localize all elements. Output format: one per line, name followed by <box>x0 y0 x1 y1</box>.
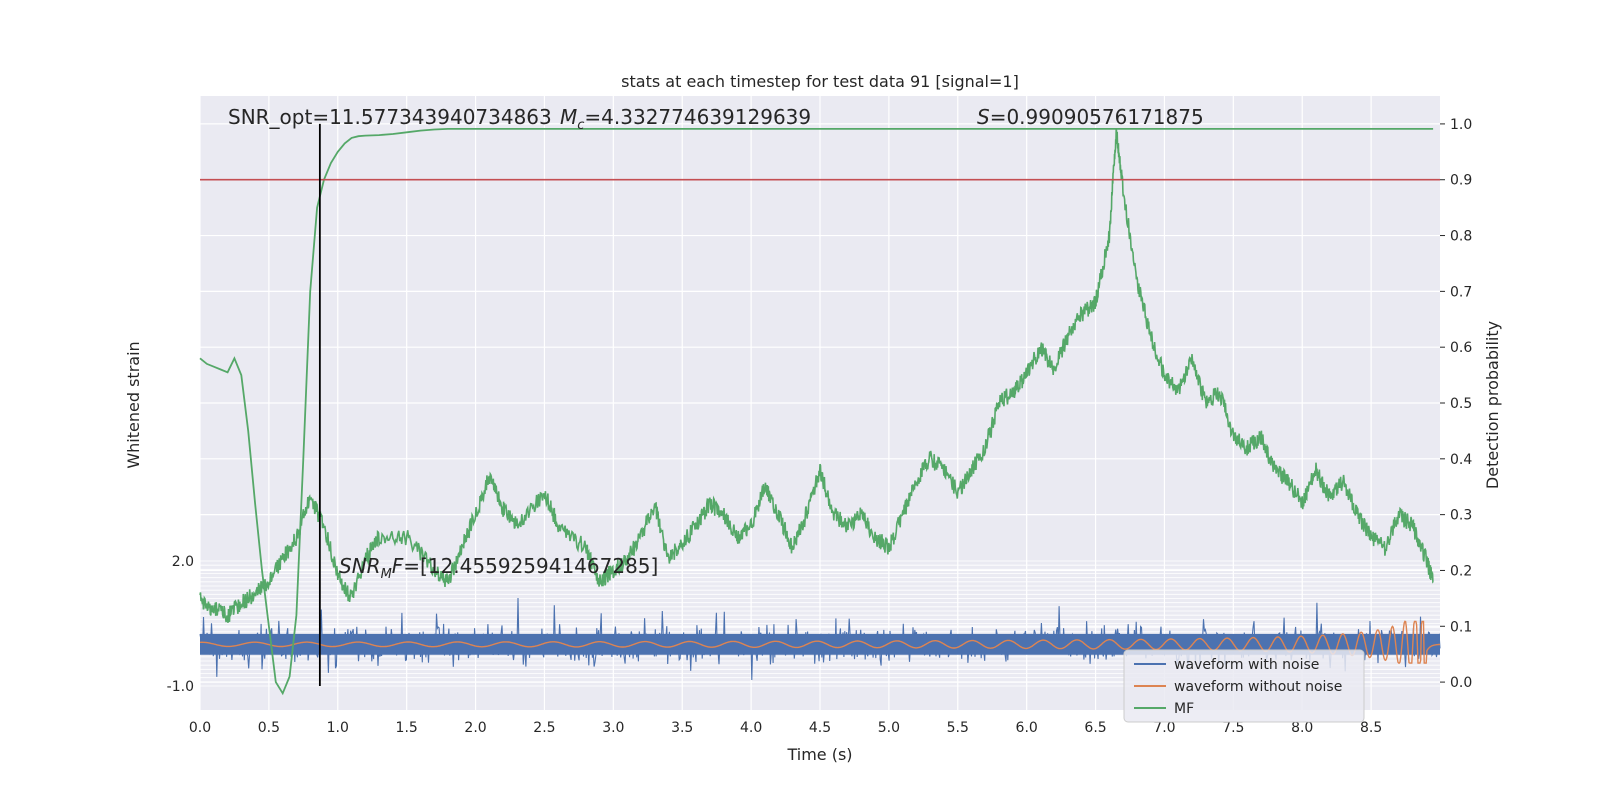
series-waveform-without-noise <box>200 620 1440 664</box>
y-tick-label-right: 0.4 <box>1450 452 1472 468</box>
x-tick-label: 5.5 <box>947 720 969 736</box>
y-tick-label-right: 0.9 <box>1450 173 1472 189</box>
x-tick-label: 0.0 <box>189 720 211 736</box>
x-tick-label: 8.0 <box>1291 720 1313 736</box>
series-detection-probability <box>199 128 1434 623</box>
x-tick-label: 4.5 <box>809 720 831 736</box>
y-tick-label-right: 0.3 <box>1450 508 1472 524</box>
y-tick-label-right: 0.7 <box>1450 284 1472 300</box>
x-tick-label: 6.5 <box>1084 720 1106 736</box>
x-tick-label: 0.5 <box>258 720 280 736</box>
x-tick-label: 5.0 <box>878 720 900 736</box>
legend-label-clean: waveform without noise <box>1174 679 1342 695</box>
x-tick-label: 2.0 <box>464 720 486 736</box>
mc-annotation: Mc=4.332774639129639 <box>560 105 811 133</box>
y-axis-label-left: Whitened strain <box>124 341 143 468</box>
x-tick-label: 4.0 <box>740 720 762 736</box>
y-axis-label-right: Detection probability <box>1483 321 1502 489</box>
y-tick-label-right: 1.0 <box>1450 117 1472 133</box>
y-tick-label-left: 2.0 <box>172 554 194 570</box>
snr-mf-annotation: SNRMF=[12.455925941467285] <box>339 554 658 582</box>
snr-opt-annotation: SNR_opt=11.577343940734863 <box>228 105 552 129</box>
y-tick-label-right: 0.0 <box>1450 675 1472 691</box>
y-tick-label-right: 0.1 <box>1450 619 1472 635</box>
y-tick-label-left: -1.0 <box>167 679 194 695</box>
legend-label-mf: MF <box>1174 701 1194 717</box>
x-tick-label: 8.5 <box>1360 720 1382 736</box>
x-tick-label: 3.5 <box>671 720 693 736</box>
x-tick-label: 7.5 <box>1222 720 1244 736</box>
y-tick-label-right: 0.6 <box>1450 340 1472 356</box>
legend-box <box>1123 649 1365 723</box>
series-mf <box>199 128 1434 696</box>
x-tick-label: 2.5 <box>533 720 555 736</box>
overlay-layer <box>200 123 1440 686</box>
s-annotation: S=0.99090576171875 <box>977 105 1204 129</box>
x-tick-label: 6.0 <box>1016 720 1038 736</box>
y-tick-label-right: 0.5 <box>1450 396 1472 412</box>
legend: waveform with noise waveform without noi… <box>1123 649 1365 723</box>
y-tick-label-right: 0.2 <box>1450 563 1472 579</box>
y-tick-label-right: 0.8 <box>1450 229 1472 245</box>
x-axis-label: Time (s) <box>786 745 852 764</box>
tick-labels: 0.0 0.5 1.0 1.5 2.0 2.5 3.0 3.5 4.0 4.5 5.0 5.5 6.0 6… <box>167 117 1473 736</box>
x-tick-label: 1.0 <box>327 720 349 736</box>
x-tick-label: 7.0 <box>1153 720 1175 736</box>
legend-label-noise: waveform with noise <box>1174 657 1319 673</box>
x-tick-label: 1.5 <box>396 720 418 736</box>
chart-title: stats at each timestep for test data 91 … <box>621 72 1019 91</box>
x-tick-label: 3.0 <box>602 720 624 736</box>
